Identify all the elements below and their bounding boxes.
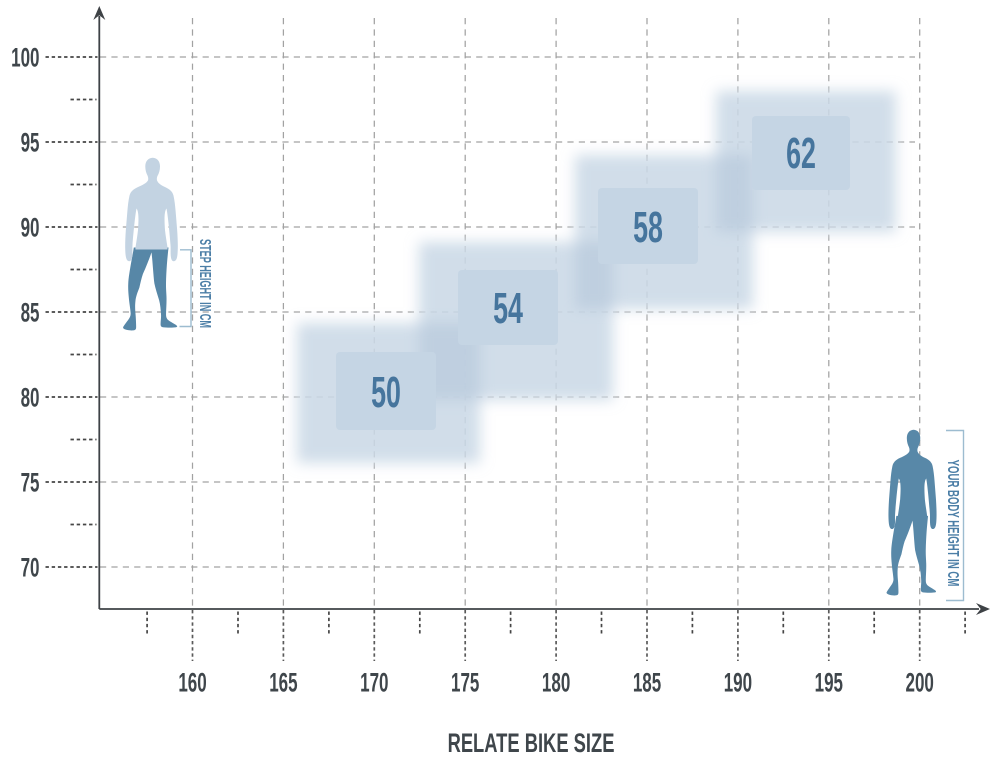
svg-text:YOUR BODY HEIGHT IN CM: YOUR BODY HEIGHT IN CM xyxy=(944,460,962,587)
svg-text:58: 58 xyxy=(633,202,663,252)
svg-text:85: 85 xyxy=(21,298,40,328)
svg-text:50: 50 xyxy=(371,367,401,417)
svg-text:170: 170 xyxy=(360,668,388,698)
svg-text:80: 80 xyxy=(21,383,40,413)
svg-text:175: 175 xyxy=(451,668,479,698)
svg-text:STEP HEIGHT IN CM: STEP HEIGHT IN CM xyxy=(196,239,214,328)
svg-text:200: 200 xyxy=(906,668,934,698)
svg-text:165: 165 xyxy=(269,668,297,698)
svg-text:90: 90 xyxy=(21,213,40,243)
svg-text:195: 195 xyxy=(815,668,843,698)
svg-text:185: 185 xyxy=(633,668,661,698)
svg-text:75: 75 xyxy=(21,468,40,498)
svg-text:100: 100 xyxy=(11,43,39,73)
svg-text:180: 180 xyxy=(542,668,570,698)
svg-text:70: 70 xyxy=(21,553,40,583)
svg-text:190: 190 xyxy=(724,668,752,698)
svg-text:62: 62 xyxy=(786,128,816,178)
svg-text:95: 95 xyxy=(21,128,40,158)
svg-text:RELATE BIKE SIZE: RELATE BIKE SIZE xyxy=(448,727,615,757)
svg-text:54: 54 xyxy=(493,283,523,333)
svg-text:160: 160 xyxy=(178,668,206,698)
